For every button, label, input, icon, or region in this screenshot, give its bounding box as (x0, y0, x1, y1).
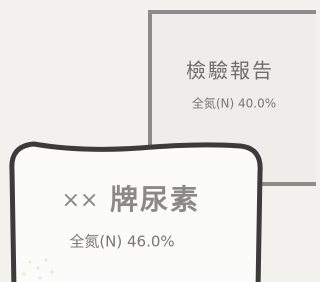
bag: ×× 牌尿素 全氮(N) 46.0% (12, 144, 260, 282)
illustration: 檢驗報告 全氮(N) 40.0% ×× 牌尿素 全氮(N) 46.0% (0, 0, 316, 282)
bag-content: 全氮(N) 46.0% (69, 233, 174, 251)
brand-prefix: ×× (62, 188, 99, 213)
report-title: 檢驗報告 (186, 59, 274, 83)
brand-name: 牌尿素 (110, 183, 200, 216)
report-content: 全氮(N) 40.0% (192, 96, 276, 111)
